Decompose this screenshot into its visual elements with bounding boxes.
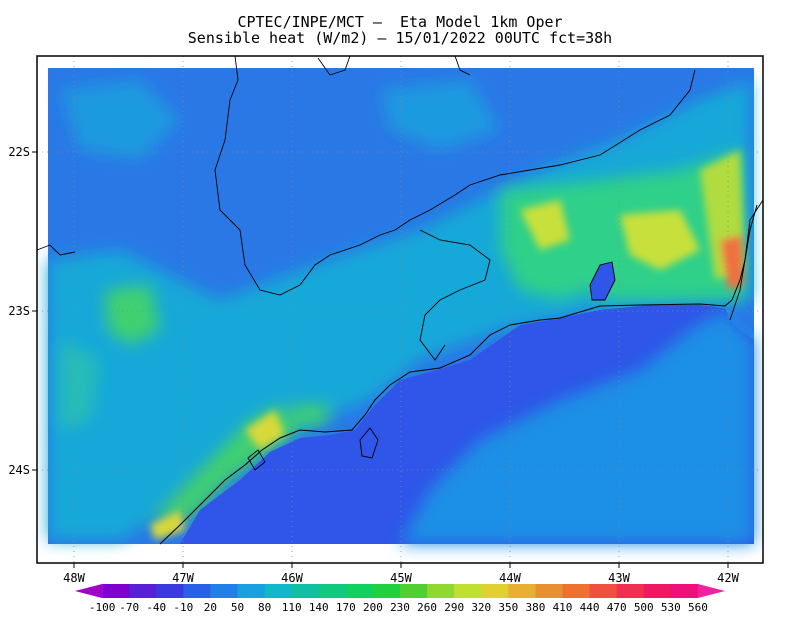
colorbar-box xyxy=(156,584,184,598)
colorbar-box xyxy=(237,584,266,598)
colorbar-box xyxy=(454,584,482,598)
colorbar-box xyxy=(670,584,699,598)
colorbar-box xyxy=(291,584,320,598)
colorbar-label: 20 xyxy=(204,601,217,614)
colorbar-label: 320 xyxy=(471,601,491,614)
axis-ticks xyxy=(32,151,729,568)
lon-label-43w: 43W xyxy=(608,571,630,585)
colorbar-box xyxy=(562,584,591,598)
lon-label-44w: 44W xyxy=(499,571,521,585)
map-frame xyxy=(36,55,764,564)
colorbar-label: 500 xyxy=(634,601,654,614)
lon-label-47w: 47W xyxy=(172,571,194,585)
island-sao-sebastiao xyxy=(247,449,266,471)
colorbar-box xyxy=(129,584,157,598)
title-line-1: CPTEC/INPE/MCT – Eta Model 1km Oper xyxy=(237,13,563,31)
colorbar-label: 530 xyxy=(661,601,681,614)
ocean-far xyxy=(400,310,754,544)
title-line-2: Sensible heat (W/m2) – 15/01/2022 00UTC … xyxy=(187,29,613,47)
colorbar-label: 110 xyxy=(282,601,302,614)
colorbar-box xyxy=(345,584,374,598)
colorbar-box xyxy=(616,584,645,598)
hot-spots xyxy=(150,150,745,540)
colorbar-box xyxy=(318,584,347,598)
colorbar-label: 200 xyxy=(363,601,383,614)
colorbar-box xyxy=(481,584,509,598)
colorbar-label: -70 xyxy=(119,601,139,614)
colorbar-box xyxy=(400,584,428,598)
colorbar-label: -100 xyxy=(89,601,116,614)
colorbar-box xyxy=(508,584,536,598)
colorbar-label: 410 xyxy=(553,601,573,614)
lon-label-46w: 46W xyxy=(281,571,303,585)
lon-label-45w: 45W xyxy=(390,571,412,585)
lat-label-23s: 23S xyxy=(8,304,30,318)
colorbar-box xyxy=(75,584,103,598)
colorbar-box xyxy=(372,584,401,598)
colorbar-box xyxy=(183,584,211,598)
data-field xyxy=(48,68,754,544)
colorbar-label: -40 xyxy=(146,601,166,614)
guanabara-bay xyxy=(590,262,615,300)
colorbar-label: 350 xyxy=(498,601,518,614)
lon-label-48w: 48W xyxy=(63,571,85,585)
colorbar-box xyxy=(102,584,130,598)
colorbar-label: 260 xyxy=(417,601,437,614)
colorbar-box xyxy=(427,584,455,598)
colorbar-box xyxy=(589,584,618,598)
colorbar-labels: -100 -70 -40 -10 20 50 80 110 140 170 200 230 260 290… xyxy=(89,601,708,614)
colorbar-box xyxy=(697,584,725,598)
colorbar-label: 380 xyxy=(525,601,545,614)
lat-label-22s: 22S xyxy=(8,145,30,159)
colorbar-label: 440 xyxy=(580,601,600,614)
colorbar-label: 80 xyxy=(258,601,271,614)
lat-label-24s: 24S xyxy=(8,463,30,477)
island-ilhabela xyxy=(359,427,379,459)
lon-label-42w: 42W xyxy=(717,571,739,585)
colorbar-boxes xyxy=(75,584,725,598)
bay-outline xyxy=(589,261,616,301)
colorbar-box xyxy=(264,584,293,598)
colorbar-label: 170 xyxy=(336,601,356,614)
colorbar-label: 560 xyxy=(688,601,708,614)
colorbar-box xyxy=(643,584,672,598)
colorbar-label: 50 xyxy=(231,601,244,614)
colorbar-box xyxy=(210,584,238,598)
colorbar-box xyxy=(535,584,563,598)
colorbar-label: 140 xyxy=(309,601,329,614)
colorbar-label: 290 xyxy=(444,601,464,614)
colorbar-label: -10 xyxy=(173,601,193,614)
colorbar-label: 230 xyxy=(390,601,410,614)
colorbar-label: 470 xyxy=(607,601,627,614)
grid-lines xyxy=(37,56,763,563)
